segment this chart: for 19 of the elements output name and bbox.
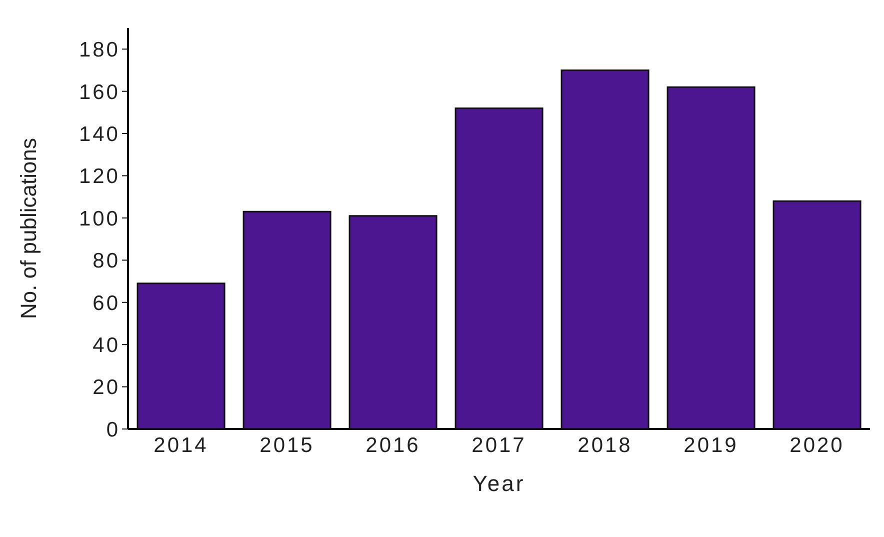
y-tick-label: 0 [106, 418, 120, 442]
x-tick-label: 2015 [260, 434, 314, 457]
y-tick-label: 180 [78, 38, 120, 62]
y-tick-label: 100 [78, 207, 120, 230]
y-tick-label: 60 [92, 292, 120, 315]
y-tick-label: 40 [92, 334, 120, 358]
x-tick-label: 2017 [472, 434, 526, 457]
y-tick-label: 140 [78, 122, 120, 146]
y-axis-title: No. of publications [16, 138, 41, 319]
x-axis-title: Year [472, 471, 526, 496]
y-tick-label: 80 [92, 250, 120, 273]
x-tick-label: 2014 [154, 434, 208, 457]
y-tick-label: 20 [92, 376, 120, 400]
x-tick-label: 2018 [578, 434, 632, 457]
x-tick-label: 2019 [684, 434, 738, 457]
y-tick-label: 120 [78, 165, 120, 188]
x-tick-label: 2020 [790, 434, 844, 457]
x-tick-label: 2016 [366, 434, 420, 457]
y-tick-label: 160 [78, 80, 120, 104]
